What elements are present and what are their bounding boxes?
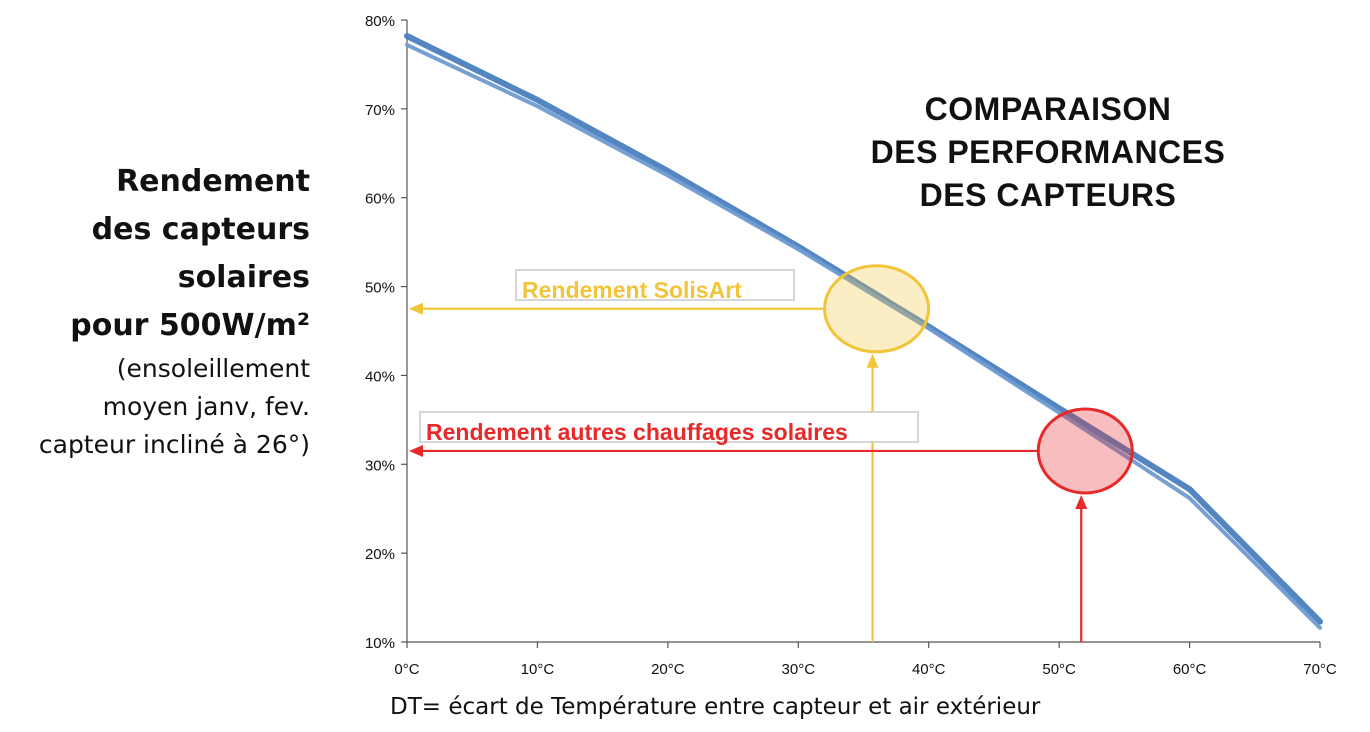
x-tick-label: 10°C xyxy=(521,661,555,678)
x-tick-label: 0°C xyxy=(394,661,419,678)
highlight-circle xyxy=(823,264,931,354)
chart-title-line: DES CAPTEURS xyxy=(919,177,1177,213)
x-tick-label: 60°C xyxy=(1173,661,1207,678)
y-axis-label-line: des capteurs xyxy=(91,212,310,247)
x-tick-label: 20°C xyxy=(651,661,685,678)
y-axis-label-line: Rendement xyxy=(116,164,310,199)
y-tick-label: 50% xyxy=(365,280,395,297)
y-axis-label-note: capteur incliné à 26°) xyxy=(38,430,310,459)
chart-annotations: Rendement SolisArt Rendement autres chauf… xyxy=(409,264,1134,642)
y-tick-label: 70% xyxy=(365,102,395,119)
x-tick-label: 50°C xyxy=(1042,661,1076,678)
annotation-label: Rendement autres chauffages solaires xyxy=(426,419,848,445)
arrowhead xyxy=(866,353,879,368)
chart-title-line: DES PERFORMANCES xyxy=(870,134,1226,170)
chart-title-line: COMPARAISON xyxy=(924,91,1172,127)
chart-axes: 10% 20% 30% 40% 50% 60% 70% 80% 0°C 10°C 20°C 30°C 4… xyxy=(365,13,1337,678)
y-tick-label: 20% xyxy=(365,546,395,563)
arrowhead xyxy=(1075,494,1088,509)
annotation-label-box xyxy=(515,269,795,301)
x-axis-label: DT= écart de Température entre capteur e… xyxy=(390,694,1041,720)
y-axis-label-line: pour 500W/m² xyxy=(70,308,310,343)
chart-series xyxy=(404,32,1323,630)
y-tick-label: 40% xyxy=(365,368,395,385)
y-tick-label: 60% xyxy=(365,191,395,208)
y-tick-label: 10% xyxy=(365,635,395,652)
chart-title: COMPARAISON DES PERFORMANCES DES CAPTEUR… xyxy=(848,88,1248,217)
x-tick-label: 40°C xyxy=(912,661,946,678)
y-tick-label: 30% xyxy=(365,457,395,474)
annotation-label-box xyxy=(419,411,919,443)
highlight-circle xyxy=(1036,407,1134,495)
x-tick-label: 30°C xyxy=(782,661,816,678)
y-axis-label: Rendement des capteurs solaires pour 500… xyxy=(39,158,310,464)
y-tick-label: 80% xyxy=(365,13,395,30)
series-line xyxy=(405,42,1322,630)
y-axis-label-line: solaires xyxy=(177,260,310,295)
arrowhead xyxy=(409,444,423,457)
arrowhead xyxy=(409,302,423,315)
y-axis-label-note: moyen janv, fev. xyxy=(102,392,310,421)
x-tick-label: 70°C xyxy=(1303,661,1337,678)
y-axis-label-note: (ensoleillement xyxy=(116,354,310,383)
annotation-label: Rendement SolisArt xyxy=(522,277,742,303)
